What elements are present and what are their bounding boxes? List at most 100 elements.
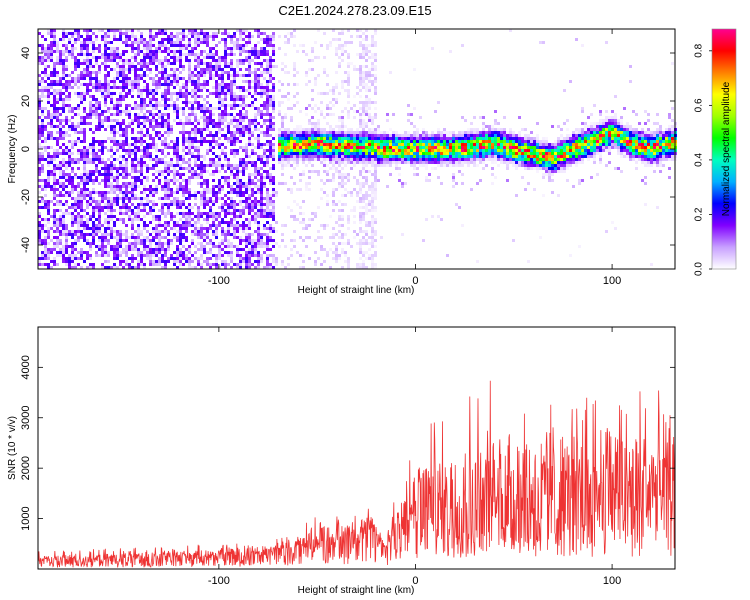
heatmap-cell [143, 62, 146, 65]
heatmap-cell [212, 185, 215, 188]
heatmap-cell [53, 29, 56, 32]
heatmap-cell [290, 188, 293, 191]
heatmap-cell [266, 41, 269, 44]
heatmap-cell [41, 158, 44, 161]
heatmap-cell [314, 56, 317, 59]
heatmap-cell [245, 263, 248, 266]
heatmap-cell [104, 146, 107, 149]
heatmap-cell [359, 89, 362, 92]
heatmap-cell [356, 158, 359, 161]
heatmap-cell [245, 56, 248, 59]
heatmap-cell [341, 185, 344, 188]
heatmap-cell [170, 74, 173, 77]
heatmap-cell [368, 209, 371, 212]
heatmap-cell [224, 47, 227, 50]
heatmap-cell [212, 68, 215, 71]
heatmap-cell [77, 62, 80, 65]
heatmap-cell [227, 245, 230, 248]
heatmap-cell [239, 104, 242, 107]
heatmap-cell [62, 62, 65, 65]
heatmap-cell [209, 116, 212, 119]
heatmap-cell [110, 209, 113, 212]
heatmap-cell [347, 134, 350, 137]
heatmap-cell [347, 173, 350, 176]
heatmap-cell [131, 191, 134, 194]
heatmap-cell [98, 218, 101, 221]
heatmap-cell [305, 236, 308, 239]
heatmap-cell [71, 71, 74, 74]
heatmap-cell [248, 224, 251, 227]
heatmap-cell [71, 215, 74, 218]
heatmap-cell [173, 35, 176, 38]
heatmap-cell [308, 122, 311, 125]
heatmap-cell [209, 122, 212, 125]
heatmap-cell [335, 233, 338, 236]
heatmap-cell [278, 101, 281, 104]
heatmap-cell [311, 122, 314, 125]
heatmap-cell [230, 107, 233, 110]
heatmap-cell [254, 170, 257, 173]
heatmap-cell [86, 179, 89, 182]
heatmap-cell [158, 179, 161, 182]
heatmap-cell [248, 89, 251, 92]
heatmap-cell [65, 65, 68, 68]
heatmap-cell [56, 224, 59, 227]
heatmap-cell [257, 188, 260, 191]
heatmap-cell [179, 188, 182, 191]
heatmap-cell [248, 233, 251, 236]
heatmap-cell [59, 83, 62, 86]
heatmap-cell [296, 203, 299, 206]
heatmap-cell [71, 47, 74, 50]
heatmap-cell [263, 149, 266, 152]
heatmap-cell [113, 143, 116, 146]
heatmap-cell [107, 65, 110, 68]
heatmap-cell [131, 149, 134, 152]
heatmap-cell [266, 233, 269, 236]
heatmap-cell [233, 47, 236, 50]
heatmap-cell [230, 203, 233, 206]
heatmap-cell [212, 188, 215, 191]
heatmap-cell [338, 218, 341, 221]
heatmap-cell [203, 50, 206, 53]
heatmap-cell [296, 251, 299, 254]
heatmap-cell [251, 263, 254, 266]
heatmap-cell [308, 152, 311, 155]
heatmap-cell [59, 53, 62, 56]
heatmap-cell [323, 149, 326, 152]
heatmap-cell [206, 62, 209, 65]
heatmap-cell [164, 44, 167, 47]
heatmap-cell [203, 203, 206, 206]
heatmap-cell [305, 185, 308, 188]
heatmap-cell [221, 122, 224, 125]
heatmap-cell [281, 182, 284, 185]
heatmap-cell [74, 176, 77, 179]
heatmap-cell [161, 104, 164, 107]
heatmap-cell [122, 98, 125, 101]
heatmap-cell [125, 170, 128, 173]
heatmap-cell [257, 203, 260, 206]
heatmap-cell [323, 224, 326, 227]
heatmap-cell [206, 215, 209, 218]
heatmap-cell [332, 155, 335, 158]
heatmap-cell [344, 50, 347, 53]
heatmap-cell [197, 35, 200, 38]
heatmap-cell [119, 254, 122, 257]
heatmap-cell [44, 179, 47, 182]
heatmap-cell [203, 41, 206, 44]
heatmap-cell [62, 134, 65, 137]
heatmap-cell [173, 71, 176, 74]
heatmap-cell [116, 233, 119, 236]
heatmap-cell [308, 80, 311, 83]
heatmap-cell [236, 149, 239, 152]
heatmap-cell [47, 92, 50, 95]
heatmap-cell [98, 80, 101, 83]
heatmap-cell [71, 77, 74, 80]
heatmap-cell [152, 167, 155, 170]
heatmap-cell [182, 203, 185, 206]
heatmap-cell [362, 197, 365, 200]
heatmap-cell [68, 260, 71, 263]
heatmap-cell [257, 230, 260, 233]
heatmap-cell [245, 128, 248, 131]
heatmap-cell [269, 80, 272, 83]
heatmap-cell [215, 263, 218, 266]
